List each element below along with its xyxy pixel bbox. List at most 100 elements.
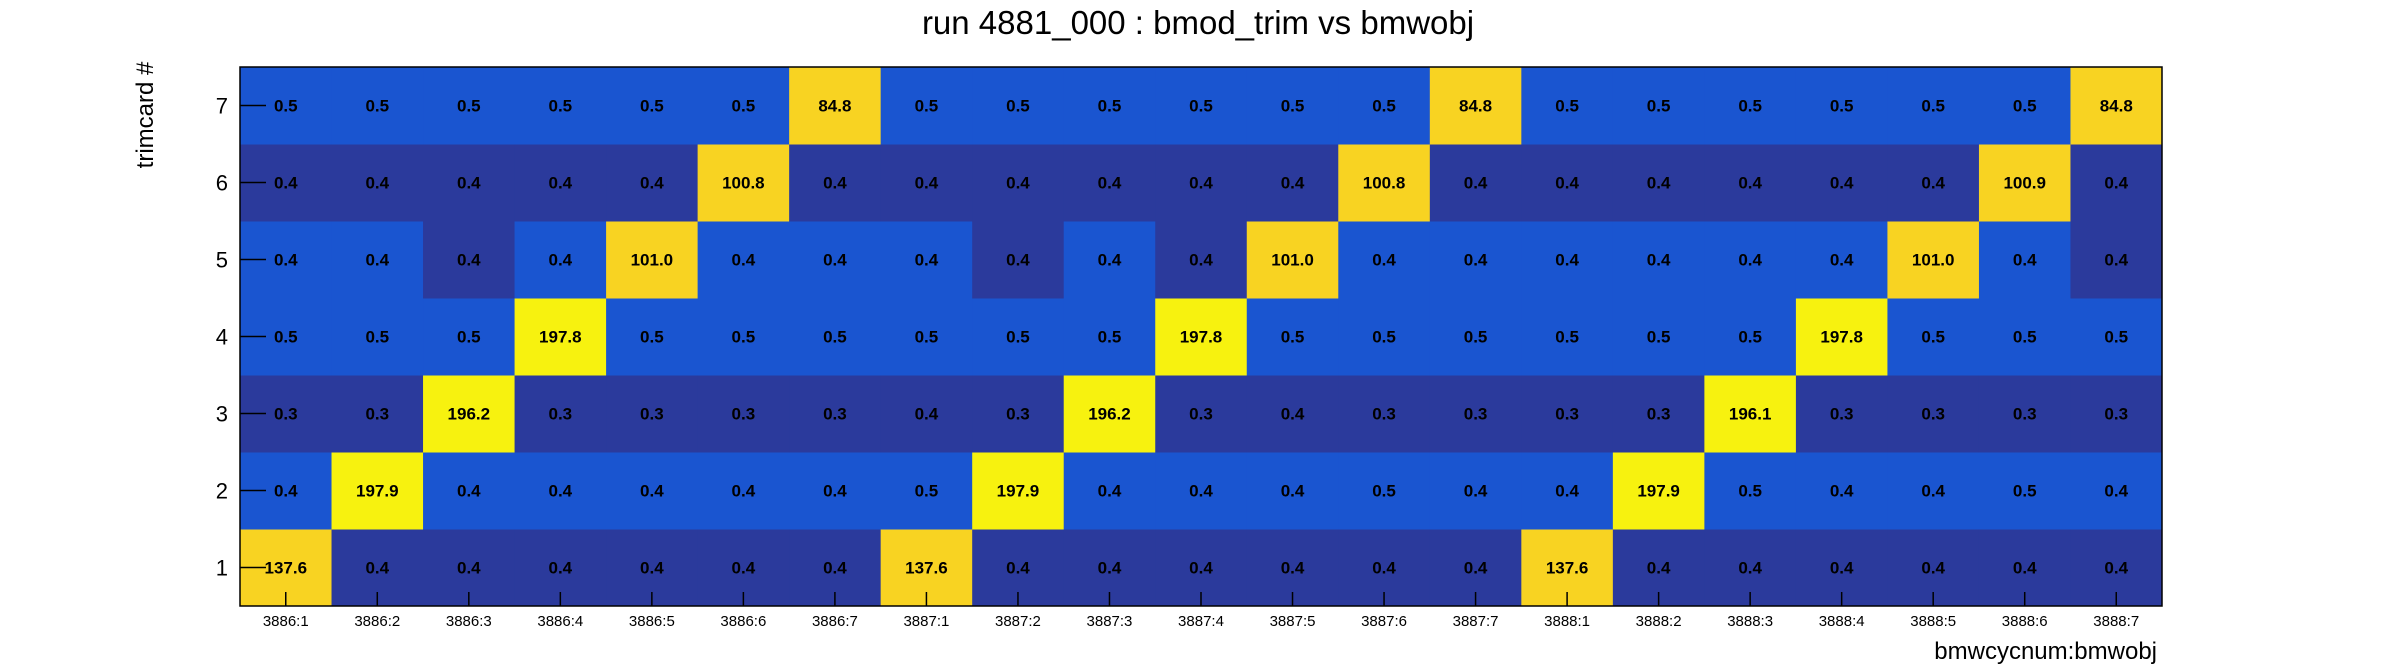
heatmap-cell bbox=[1063, 452, 1156, 530]
heatmap-cell bbox=[1795, 375, 1888, 453]
cell-value-label: 0.4 bbox=[1830, 559, 1854, 578]
heatmap-cell bbox=[1978, 298, 2071, 376]
heatmap-cell bbox=[972, 144, 1065, 222]
y-tick-label: 7 bbox=[216, 94, 228, 119]
heatmap-cell bbox=[1521, 375, 1614, 453]
x-tick-label: 3888:6 bbox=[2002, 613, 2048, 630]
cell-value-label: 0.5 bbox=[1189, 97, 1213, 116]
heatmap-cell bbox=[423, 375, 516, 453]
heatmap-cell bbox=[1155, 452, 1248, 530]
heatmap-cell bbox=[1429, 375, 1522, 453]
heatmap-cell bbox=[1521, 221, 1614, 299]
cell-value-label: 196.2 bbox=[448, 405, 491, 424]
cell-value-label: 100.8 bbox=[1363, 174, 1406, 193]
cell-value-label: 0.4 bbox=[1281, 174, 1305, 193]
heatmap-cell bbox=[1521, 67, 1614, 145]
cell-value-label: 0.4 bbox=[1372, 251, 1396, 270]
heatmap-cell bbox=[514, 144, 607, 222]
heatmap-cell bbox=[1704, 298, 1797, 376]
cell-value-label: 0.5 bbox=[2013, 328, 2037, 347]
heatmap-cell bbox=[331, 221, 424, 299]
cell-value-label: 0.5 bbox=[457, 328, 481, 347]
heatmap-cell bbox=[1612, 452, 1705, 530]
cell-value-label: 0.4 bbox=[1189, 251, 1213, 270]
cell-value-label: 196.1 bbox=[1729, 405, 1772, 424]
heatmap-cell bbox=[1978, 144, 2071, 222]
cell-value-label: 0.4 bbox=[1555, 174, 1579, 193]
heatmap-cell bbox=[331, 67, 424, 145]
cell-value-label: 0.3 bbox=[823, 405, 847, 424]
cell-value-label: 0.3 bbox=[2013, 405, 2037, 424]
cell-value-label: 0.5 bbox=[1738, 328, 1762, 347]
heatmap-cell bbox=[1612, 221, 1705, 299]
heatmap-cell bbox=[1521, 452, 1614, 530]
cell-value-label: 0.4 bbox=[549, 559, 573, 578]
cell-value-label: 0.3 bbox=[1830, 405, 1854, 424]
cell-value-label: 0.4 bbox=[549, 174, 573, 193]
heatmap-cell bbox=[1795, 452, 1888, 530]
cell-value-label: 0.4 bbox=[365, 251, 389, 270]
heatmap-cell bbox=[2070, 452, 2163, 530]
heatmap-cell bbox=[423, 298, 516, 376]
cell-value-label: 100.8 bbox=[722, 174, 765, 193]
heatmap-cell bbox=[514, 67, 607, 145]
heatmap-cell bbox=[789, 67, 882, 145]
cell-value-label: 0.4 bbox=[915, 405, 939, 424]
cell-value-label: 137.6 bbox=[905, 559, 948, 578]
heatmap-cell bbox=[1521, 144, 1614, 222]
x-tick-label: 3887:6 bbox=[1361, 613, 1407, 630]
heatmap-cell bbox=[606, 298, 699, 376]
heatmap-cell bbox=[1063, 221, 1156, 299]
x-tick-label: 3888:4 bbox=[1819, 613, 1865, 630]
heatmap-cell bbox=[514, 221, 607, 299]
heatmap-cell bbox=[1704, 452, 1797, 530]
heatmap-cell bbox=[1978, 452, 2071, 530]
y-axis-ticks: 1 2 3 4 5 6 7 bbox=[216, 94, 266, 581]
heatmap-cell bbox=[1612, 144, 1705, 222]
heatmap-cell bbox=[1704, 67, 1797, 145]
cell-value-label: 0.3 bbox=[732, 405, 756, 424]
cell-value-label: 0.3 bbox=[1921, 405, 1945, 424]
cell-value-label: 0.3 bbox=[1006, 405, 1030, 424]
cell-value-label: 0.4 bbox=[1647, 251, 1671, 270]
heatmap-cell bbox=[697, 375, 790, 453]
cell-value-label: 0.3 bbox=[1372, 405, 1396, 424]
cell-value-label: 0.5 bbox=[1006, 97, 1030, 116]
cell-value-label: 0.4 bbox=[640, 559, 664, 578]
heatmap-cell bbox=[2070, 375, 2163, 453]
cell-value-label: 0.4 bbox=[549, 251, 573, 270]
cell-value-label: 0.5 bbox=[1098, 97, 1122, 116]
heatmap-cell bbox=[514, 298, 607, 376]
cell-value-label: 0.4 bbox=[274, 482, 298, 501]
cell-value-label: 0.5 bbox=[2104, 328, 2128, 347]
x-tick-label: 3886:4 bbox=[537, 613, 583, 630]
cell-value-label: 0.4 bbox=[1372, 559, 1396, 578]
cell-value-label: 0.4 bbox=[365, 174, 389, 193]
cell-value-label: 84.8 bbox=[1459, 97, 1492, 116]
x-tick-label: 3886:5 bbox=[629, 613, 675, 630]
heatmap-cell bbox=[1795, 298, 1888, 376]
heatmap-cell bbox=[697, 144, 790, 222]
cell-value-label: 0.4 bbox=[1189, 174, 1213, 193]
x-tick-label: 3887:2 bbox=[995, 613, 1041, 630]
cell-value-label: 0.4 bbox=[1738, 174, 1762, 193]
cell-value-label: 0.4 bbox=[1006, 559, 1030, 578]
cell-value-label: 0.4 bbox=[2104, 482, 2128, 501]
x-tick-label: 3887:1 bbox=[903, 613, 949, 630]
heatmap-cell bbox=[880, 452, 973, 530]
cell-value-label: 0.5 bbox=[915, 328, 939, 347]
cell-value-label: 0.5 bbox=[1555, 97, 1579, 116]
heatmap-cell bbox=[331, 298, 424, 376]
heatmap-cell bbox=[1338, 298, 1431, 376]
heatmap-cell bbox=[1978, 375, 2071, 453]
heatmap-cell bbox=[1704, 144, 1797, 222]
cell-value-label: 0.4 bbox=[1921, 174, 1945, 193]
cell-value-label: 0.4 bbox=[915, 251, 939, 270]
heatmap-cell bbox=[2070, 144, 2163, 222]
heatmap-cell bbox=[1978, 221, 2071, 299]
cell-value-label: 0.4 bbox=[1830, 251, 1854, 270]
cell-value-label: 0.3 bbox=[549, 405, 573, 424]
heatmap-cell bbox=[514, 375, 607, 453]
heatmap-cell bbox=[789, 144, 882, 222]
cell-value-label: 0.4 bbox=[2013, 251, 2037, 270]
